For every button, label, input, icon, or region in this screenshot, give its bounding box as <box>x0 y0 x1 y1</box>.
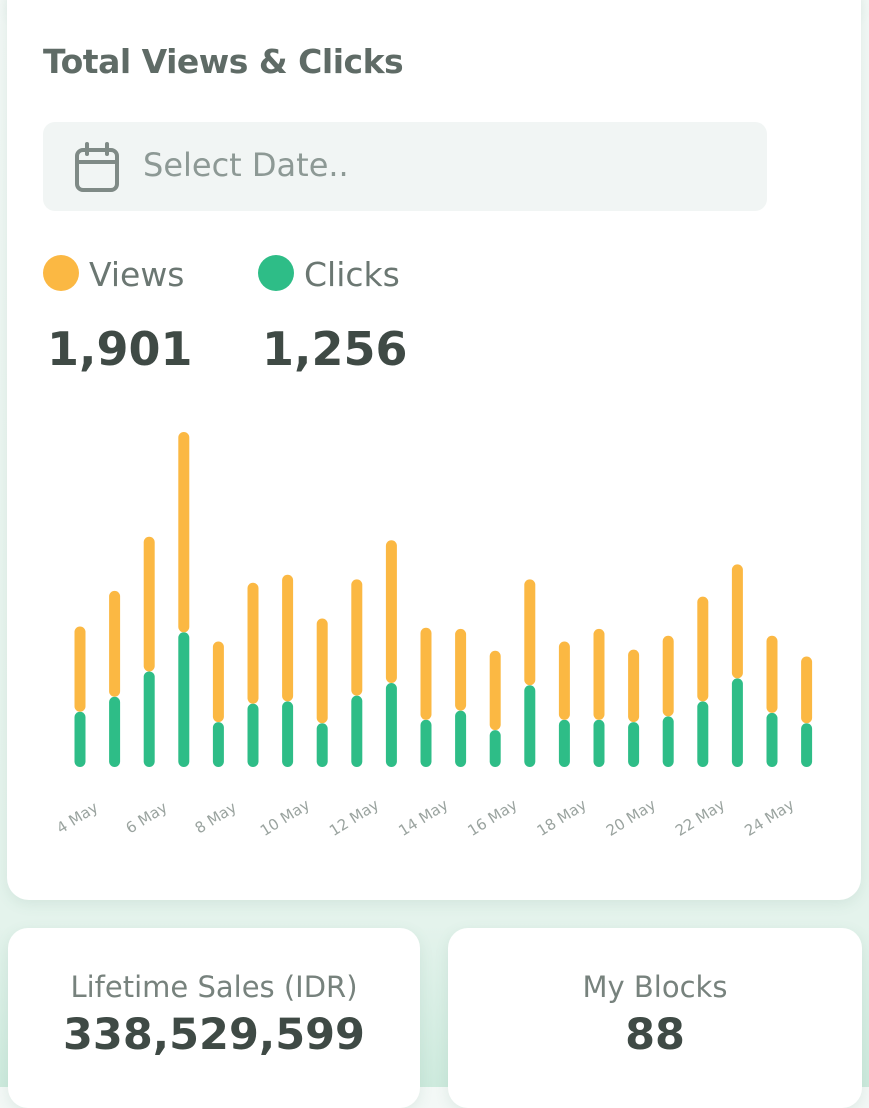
legend-item: Clicks <box>258 255 400 294</box>
bar-segment <box>628 649 640 723</box>
bar-segment <box>593 628 605 720</box>
bar-segment <box>455 628 467 711</box>
calendar-icon <box>75 142 119 192</box>
bar-segment <box>558 641 570 720</box>
legend-label: Clicks <box>304 255 400 294</box>
bar-segment <box>143 536 155 672</box>
bar-segment <box>662 635 674 717</box>
bar-segment <box>489 730 501 767</box>
card-label: My Blocks <box>582 970 728 1004</box>
bar-segment <box>697 701 709 767</box>
bar-segment <box>489 650 501 731</box>
bar-segment <box>697 596 709 702</box>
bar-segment <box>109 590 121 697</box>
chart: 4 May 6 May 8 May 10 May 12 May 14 May 16 May 1… <box>53 432 813 840</box>
bar-segment <box>316 618 328 724</box>
legend-dot <box>43 255 79 291</box>
legend-item: Views <box>43 255 185 294</box>
blocks-card: My Blocks 88 <box>448 928 862 1108</box>
bar-segment <box>178 432 190 633</box>
x-tick-label: 10 May <box>257 796 313 840</box>
x-tick-label: 4 May <box>53 798 101 837</box>
bar-segment <box>731 564 743 679</box>
bar-segment <box>766 635 778 713</box>
x-tick-label: 24 May <box>741 796 797 840</box>
legend-total: 1,256 <box>262 322 408 376</box>
bar-segment <box>178 632 190 767</box>
date-picker[interactable]: Select Date.. <box>43 122 767 211</box>
bar-segment <box>766 712 778 767</box>
legend-label: Views <box>89 255 185 294</box>
card-value: 88 <box>625 1010 685 1060</box>
date-placeholder: Select Date.. <box>143 146 349 184</box>
x-tick-label: 18 May <box>534 796 590 840</box>
bar-segment <box>558 719 570 767</box>
bar-segment <box>593 719 605 767</box>
bar-segment <box>524 685 536 767</box>
bar-segment <box>351 695 363 767</box>
bar-segment <box>143 671 155 767</box>
sales-card: Lifetime Sales (IDR) 338,529,599 <box>8 928 420 1108</box>
card-value: 338,529,599 <box>63 1010 365 1060</box>
bar-segment <box>316 723 328 767</box>
bar-segment <box>212 722 224 767</box>
bar-segment <box>662 716 674 767</box>
bar-segment <box>212 641 224 723</box>
x-tick-label: 6 May <box>123 798 171 837</box>
x-tick-label: 20 May <box>603 796 659 840</box>
legend-dot <box>258 255 294 291</box>
bar-segment <box>420 627 432 720</box>
bar-segment <box>420 719 432 767</box>
bar-segment <box>628 722 640 767</box>
bar-segment <box>524 579 536 686</box>
legend-total: 1,901 <box>47 322 193 376</box>
bar-segment <box>455 710 467 767</box>
x-tick-label: 22 May <box>672 796 728 840</box>
x-tick-label: 14 May <box>395 796 451 840</box>
x-tick-label: 16 May <box>465 796 521 840</box>
bar-segment <box>801 723 813 767</box>
x-tick-label: 12 May <box>326 796 382 840</box>
bar-segment <box>109 696 121 767</box>
bar-segment <box>247 703 259 767</box>
bar-segment <box>731 678 743 767</box>
bar-segment <box>74 626 86 712</box>
bar-segment <box>74 711 86 767</box>
bar-segment <box>385 540 397 683</box>
bar-segment <box>801 656 813 724</box>
card-title: Total Views & Clicks <box>43 42 404 81</box>
bar-segment <box>282 701 294 767</box>
card-label: Lifetime Sales (IDR) <box>70 970 358 1004</box>
bar-segment <box>351 579 363 696</box>
x-tick-label: 8 May <box>192 798 240 837</box>
bar-segment <box>282 574 294 702</box>
bar-segment <box>247 582 259 704</box>
bar-segment <box>385 682 397 767</box>
